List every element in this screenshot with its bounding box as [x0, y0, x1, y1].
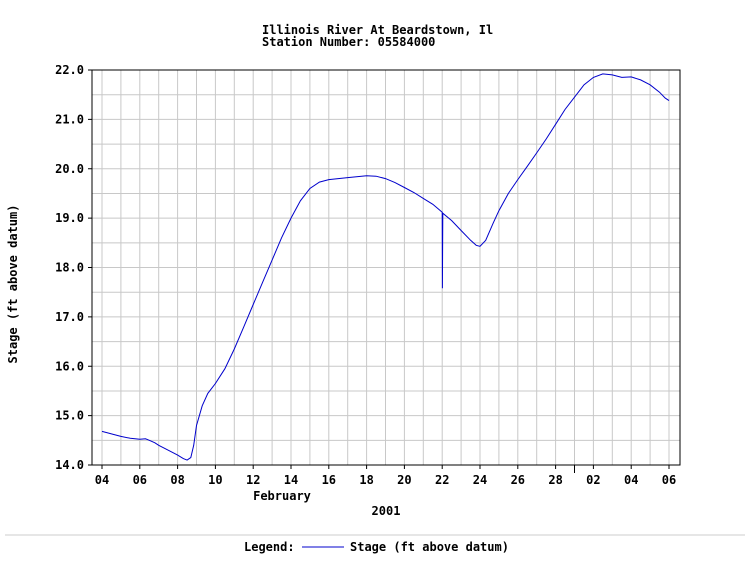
chart-subtitle: Station Number: 05584000 — [262, 35, 435, 49]
x-tick-label: 20 — [397, 473, 411, 487]
legend-title: Legend: — [244, 540, 295, 554]
y-tick-label: 16.0 — [55, 359, 84, 373]
x-tick-label: 28 — [548, 473, 562, 487]
y-tick-label: 15.0 — [55, 409, 84, 423]
x-axis-month-label: February — [253, 489, 311, 503]
x-tick-label: 16 — [322, 473, 336, 487]
y-axis-label: Stage (ft above datum) — [6, 205, 20, 364]
x-tick-label: 04 — [95, 473, 109, 487]
y-tick-label: 20.0 — [55, 162, 84, 176]
x-tick-label: 14 — [284, 473, 298, 487]
chart-title: Illinois River At Beardstown, Il — [262, 23, 493, 37]
y-tick-label: 17.0 — [55, 310, 84, 324]
x-tick-label: 04 — [624, 473, 638, 487]
x-tick-label: 02 — [586, 473, 600, 487]
y-tick-label: 19.0 — [55, 211, 84, 225]
x-axis-year-label: 2001 — [372, 504, 401, 518]
x-tick-label: 18 — [359, 473, 373, 487]
x-tick-label: 24 — [473, 473, 487, 487]
y-tick-label: 22.0 — [55, 63, 84, 77]
grid-lines — [92, 69, 680, 466]
y-tick-label: 21.0 — [55, 112, 84, 126]
x-tick-label: 06 — [133, 473, 147, 487]
x-tick-label: 22 — [435, 473, 449, 487]
x-tick-label: 10 — [208, 473, 222, 487]
y-tick-label: 14.0 — [55, 458, 84, 472]
x-tick-label: 08 — [170, 473, 184, 487]
y-axis-ticks: 14.0 15.0 16.0 17.0 18.0 19.0 20.0 21.0 22.0 — [55, 63, 92, 472]
y-tick-label: 18.0 — [55, 261, 84, 275]
series-line-stage — [101, 73, 670, 461]
legend-entry-stage: Stage (ft above datum) — [350, 540, 509, 554]
x-tick-label: 12 — [246, 473, 260, 487]
x-tick-label: 26 — [511, 473, 525, 487]
x-axis-ticks: 04 06 08 10 12 14 16 18 20 22 24 26 28 02 04 06 — [95, 465, 676, 487]
x-tick-label: 06 — [662, 473, 676, 487]
